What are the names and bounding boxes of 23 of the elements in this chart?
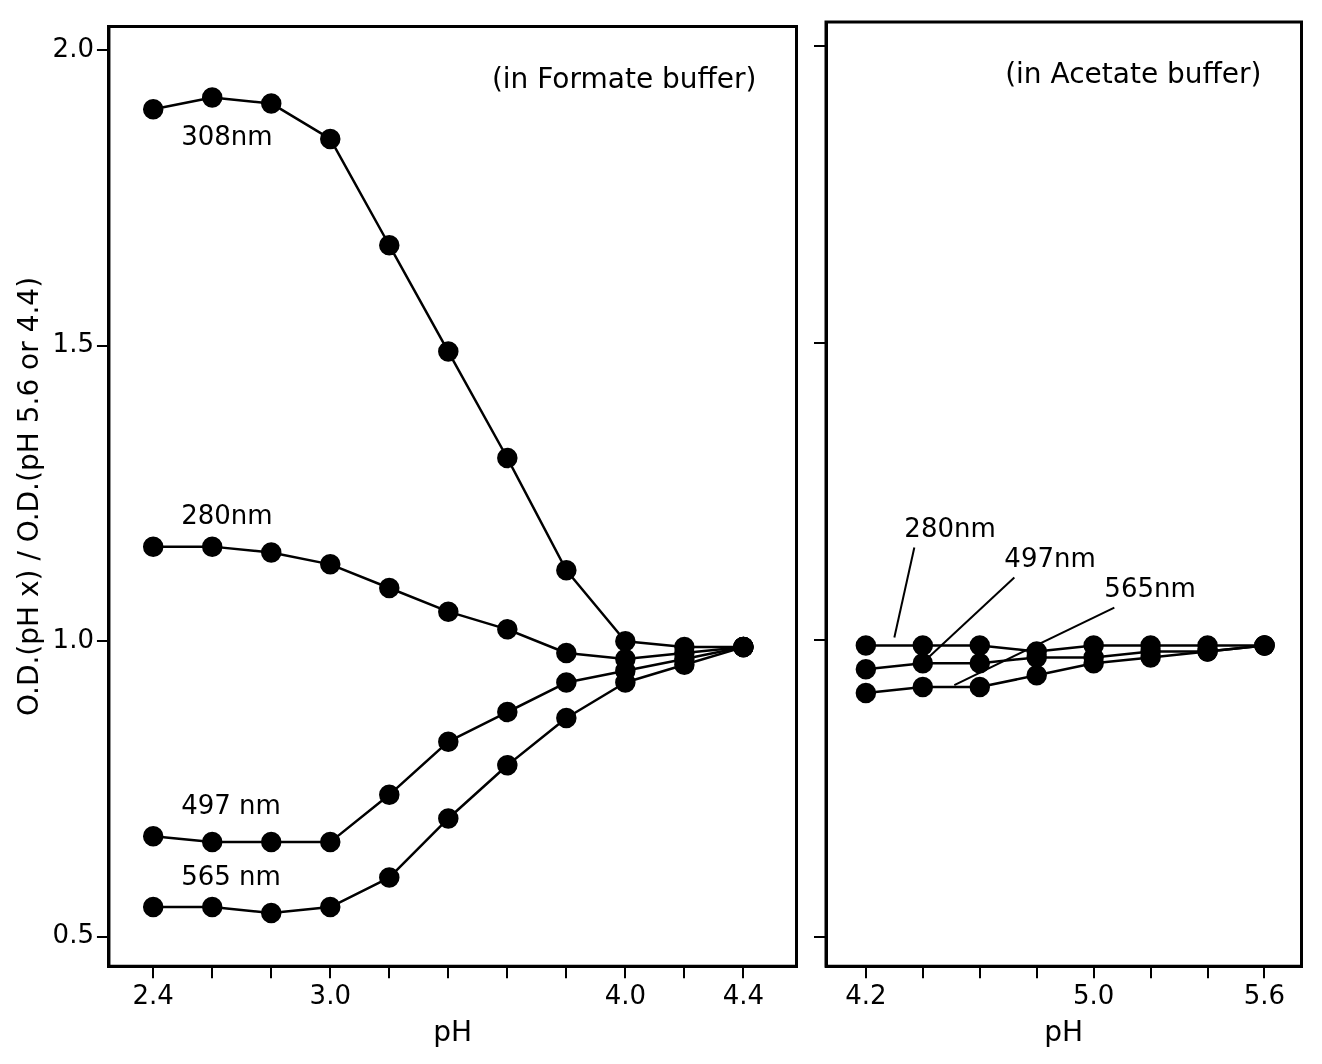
y-tick-label: 1.5 xyxy=(52,328,94,359)
series-label: 308nm xyxy=(181,121,273,152)
series-label: 497 nm xyxy=(181,789,281,820)
x-tick-label: 5.0 xyxy=(1072,979,1115,1010)
series-label: 565 nm xyxy=(181,860,281,891)
series-label: 565nm xyxy=(1104,573,1196,604)
x-axis-title: pH xyxy=(1044,1015,1084,1049)
annotation: (in Formate buffer) xyxy=(491,61,757,95)
text: 497nm xyxy=(1004,543,1096,574)
annotation: (in Acetate buffer) xyxy=(1005,57,1262,91)
y-tick-label: 1.0 xyxy=(52,623,94,654)
y-axis-title: O.D.(pH x) / O.D.(pH 5.6 or 4.4) xyxy=(12,276,46,716)
x-tick-label: 4.2 xyxy=(845,979,887,1010)
x-tick-label: 4.0 xyxy=(604,979,647,1010)
x-tick-label: 3.0 xyxy=(309,979,351,1010)
text: 280nm xyxy=(904,513,996,544)
series-label: 280nm xyxy=(181,500,273,531)
y-tick-label: 2.0 xyxy=(52,32,94,63)
y-tick-label: 0.5 xyxy=(52,919,94,950)
x-tick-label: 4.4 xyxy=(722,979,765,1010)
x-axis-title: pH xyxy=(433,1015,473,1049)
x-tick-label: 5.6 xyxy=(1243,979,1286,1010)
x-tick-label: 2.4 xyxy=(132,979,174,1010)
